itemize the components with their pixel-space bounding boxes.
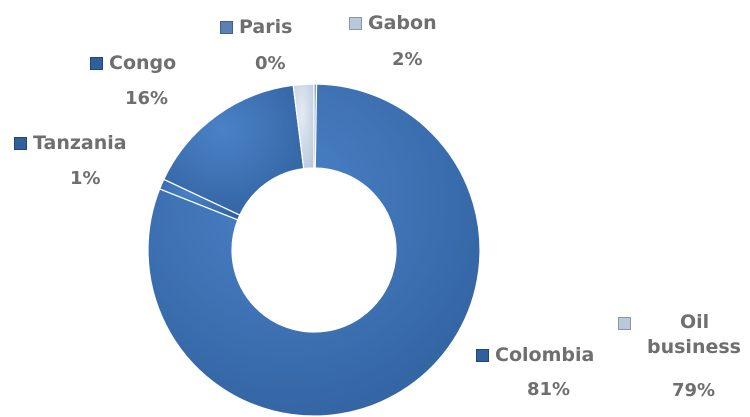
label-gabon: Gabon <box>349 12 437 34</box>
label-colombia: Colombia <box>476 344 594 366</box>
slice-label-paris: Paris <box>239 16 292 38</box>
value-congo: 16% <box>125 88 168 109</box>
slice-percent-tanzania: 1% <box>70 168 101 189</box>
slice-percent-colombia: 81% <box>527 379 570 400</box>
swatch-colombia <box>476 349 489 362</box>
value-colombia: 81% <box>527 379 570 400</box>
label-oil-business-line2: business <box>647 336 741 358</box>
swatch-oil-business <box>618 317 631 330</box>
swatch-gabon <box>349 17 362 30</box>
slice-label-congo: Congo <box>109 52 176 74</box>
extra-label-line2: business <box>647 336 741 358</box>
label-tanzania: Tanzania <box>14 132 127 154</box>
extra-label-line1: Oil <box>680 311 709 333</box>
slice-percent-gabon: 2% <box>392 49 423 70</box>
swatch-tanzania <box>14 137 27 150</box>
extra-percent: 79% <box>672 380 715 401</box>
swatch-paris <box>220 21 233 34</box>
slice-label-tanzania: Tanzania <box>33 132 127 154</box>
value-tanzania: 1% <box>70 168 101 189</box>
value-oil-business: 79% <box>672 380 715 401</box>
slice-percent-paris: 0% <box>255 53 286 74</box>
slice-percent-congo: 16% <box>125 88 168 109</box>
swatch-oil-business-wrap <box>618 314 637 333</box>
label-oil-business-line1: Oil <box>680 311 709 333</box>
slice-label-colombia: Colombia <box>495 344 594 366</box>
swatch-congo <box>90 57 103 70</box>
value-gabon: 2% <box>392 49 423 70</box>
label-paris: Paris <box>220 16 292 38</box>
value-paris: 0% <box>255 53 286 74</box>
label-congo: Congo <box>90 52 176 74</box>
slice-label-gabon: Gabon <box>368 12 437 34</box>
